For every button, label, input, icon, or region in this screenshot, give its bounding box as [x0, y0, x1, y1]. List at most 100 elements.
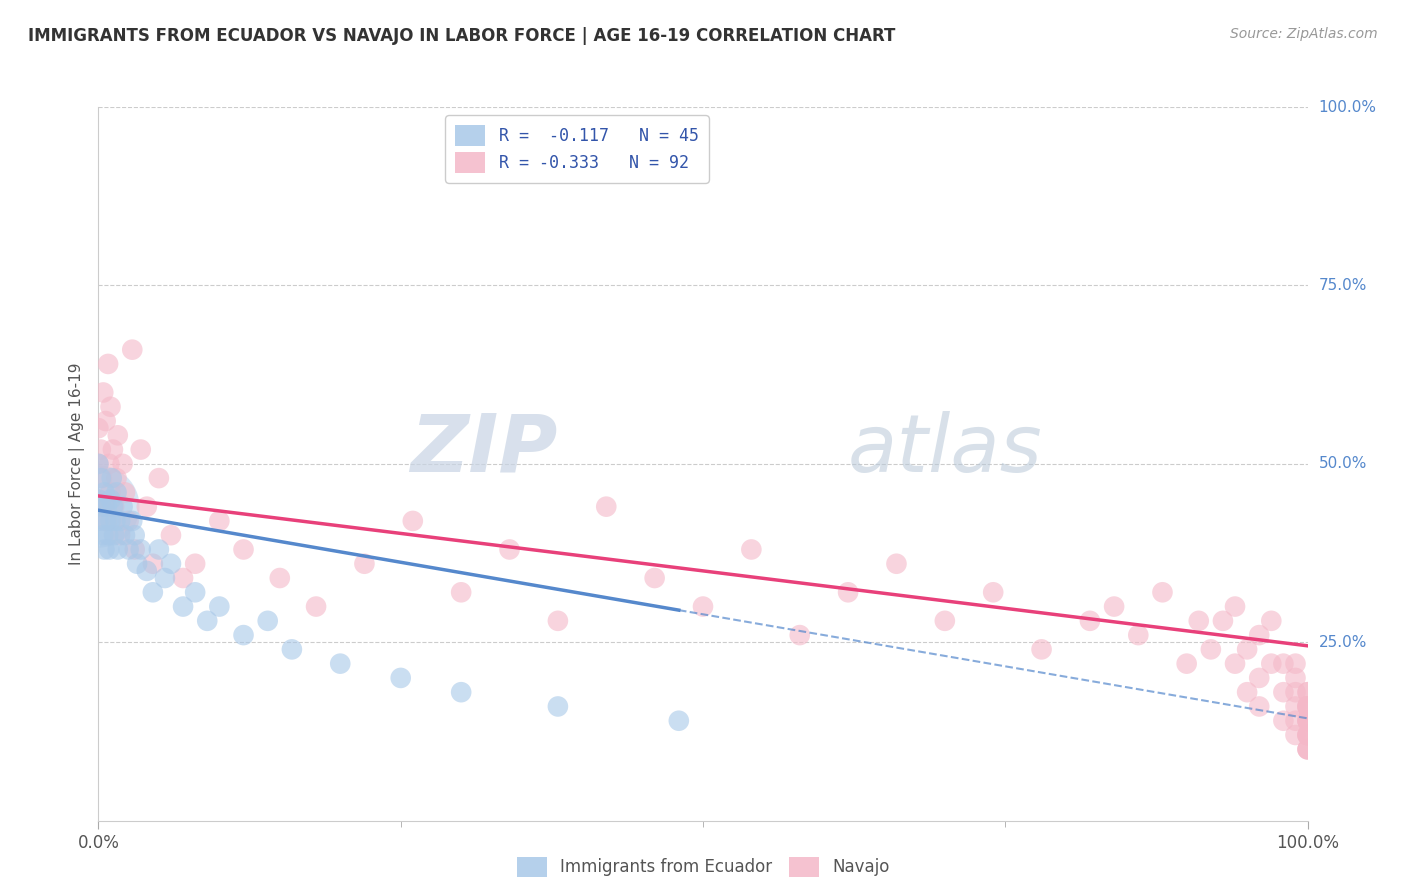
Point — [256, 614, 278, 628]
Point — [87, 457, 110, 471]
Point — [789, 628, 811, 642]
Point — [94, 414, 117, 428]
Point — [1296, 685, 1319, 699]
Point — [1152, 585, 1174, 599]
Point — [103, 500, 125, 514]
Point — [135, 564, 157, 578]
Point — [1260, 614, 1282, 628]
Point — [547, 699, 569, 714]
Point — [108, 514, 131, 528]
Point — [101, 442, 124, 457]
Point — [389, 671, 412, 685]
Point — [1296, 742, 1319, 756]
Point — [114, 485, 136, 500]
Point — [118, 542, 141, 557]
Point — [103, 528, 125, 542]
Point — [450, 585, 472, 599]
Text: IMMIGRANTS FROM ECUADOR VS NAVAJO IN LABOR FORCE | AGE 16-19 CORRELATION CHART: IMMIGRANTS FROM ECUADOR VS NAVAJO IN LAB… — [28, 27, 896, 45]
Point — [498, 542, 520, 557]
Point — [1175, 657, 1198, 671]
Point — [1284, 699, 1306, 714]
Point — [97, 357, 120, 371]
Point — [100, 514, 122, 528]
Point — [129, 542, 152, 557]
Point — [121, 343, 143, 357]
Point — [305, 599, 328, 614]
Point — [184, 557, 207, 571]
Point — [281, 642, 304, 657]
Point — [90, 471, 112, 485]
Point — [184, 585, 207, 599]
Point — [1296, 742, 1319, 756]
Point — [104, 514, 127, 528]
Point — [100, 485, 122, 500]
Point — [91, 471, 114, 485]
Point — [142, 585, 165, 599]
Point — [114, 528, 136, 542]
Point — [1236, 642, 1258, 657]
Point — [96, 500, 118, 514]
Point — [1296, 728, 1319, 742]
Point — [1284, 714, 1306, 728]
Point — [96, 514, 118, 528]
Point — [129, 442, 152, 457]
Point — [160, 528, 183, 542]
Point — [118, 514, 141, 528]
Point — [1296, 714, 1319, 728]
Point — [1236, 685, 1258, 699]
Point — [172, 571, 194, 585]
Legend: Immigrants from Ecuador, Navajo: Immigrants from Ecuador, Navajo — [510, 850, 896, 884]
Point — [1223, 657, 1246, 671]
Text: Source: ZipAtlas.com: Source: ZipAtlas.com — [1230, 27, 1378, 41]
Point — [1260, 657, 1282, 671]
Point — [1296, 714, 1319, 728]
Y-axis label: In Labor Force | Age 16-19: In Labor Force | Age 16-19 — [69, 362, 84, 566]
Point — [1296, 685, 1319, 699]
Point — [1272, 685, 1295, 699]
Point — [1296, 699, 1319, 714]
Point — [644, 571, 666, 585]
Point — [100, 492, 122, 507]
Text: 25.0%: 25.0% — [1319, 635, 1367, 649]
Point — [93, 485, 115, 500]
Point — [105, 485, 128, 500]
Point — [1212, 614, 1234, 628]
Point — [148, 471, 170, 485]
Point — [87, 421, 110, 435]
Point — [98, 457, 121, 471]
Point — [142, 557, 165, 571]
Point — [402, 514, 425, 528]
Point — [124, 542, 146, 557]
Point — [90, 442, 112, 457]
Point — [1128, 628, 1150, 642]
Point — [93, 542, 115, 557]
Point — [97, 528, 120, 542]
Text: 75.0%: 75.0% — [1319, 278, 1367, 293]
Point — [1296, 742, 1319, 756]
Point — [547, 614, 569, 628]
Point — [934, 614, 956, 628]
Point — [107, 542, 129, 557]
Point — [1249, 699, 1271, 714]
Point — [1296, 728, 1319, 742]
Point — [111, 457, 134, 471]
Point — [91, 500, 114, 514]
Point — [1188, 614, 1211, 628]
Point — [1102, 599, 1125, 614]
Point — [1296, 728, 1319, 742]
Point — [87, 492, 110, 507]
Point — [692, 599, 714, 614]
Point — [1078, 614, 1101, 628]
Point — [105, 471, 128, 485]
Point — [1199, 642, 1222, 657]
Point — [1249, 628, 1271, 642]
Text: 100.0%: 100.0% — [1319, 100, 1376, 114]
Text: 50.0%: 50.0% — [1319, 457, 1367, 471]
Point — [172, 599, 194, 614]
Point — [886, 557, 908, 571]
Point — [1284, 685, 1306, 699]
Point — [1296, 714, 1319, 728]
Point — [232, 542, 254, 557]
Point — [1284, 671, 1306, 685]
Point — [121, 514, 143, 528]
